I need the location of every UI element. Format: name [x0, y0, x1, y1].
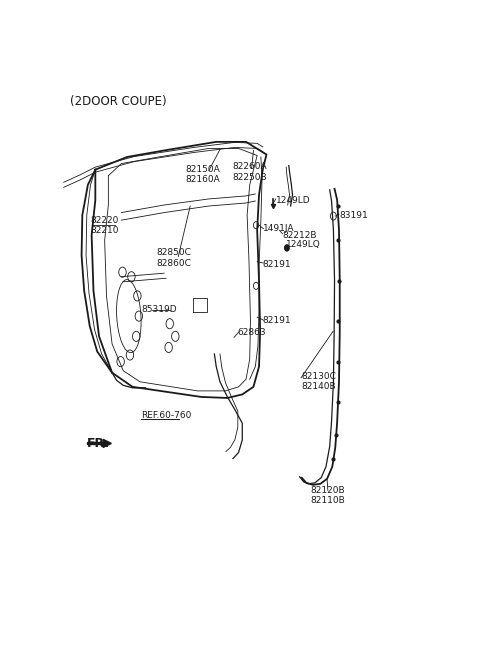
Text: 82120B
82110B: 82120B 82110B [311, 485, 345, 505]
Text: 82850C
82860C: 82850C 82860C [156, 249, 191, 268]
Text: 82150A
82160A: 82150A 82160A [186, 165, 221, 184]
Text: 85319D: 85319D [142, 305, 178, 314]
Text: 82260A
82250B: 82260A 82250B [232, 163, 267, 182]
Text: REF.60-760: REF.60-760 [141, 411, 192, 420]
Text: 83191: 83191 [339, 211, 368, 220]
Text: 82212B: 82212B [282, 231, 317, 240]
Text: (2DOOR COUPE): (2DOOR COUPE) [71, 95, 167, 108]
Text: 82191: 82191 [263, 260, 291, 269]
Text: 1249LD: 1249LD [276, 196, 311, 205]
Text: 1249LQ: 1249LQ [286, 240, 321, 249]
Circle shape [285, 245, 289, 251]
Text: 82220
82210: 82220 82210 [90, 216, 119, 235]
Text: FR.: FR. [87, 437, 110, 450]
Polygon shape [87, 442, 104, 444]
Text: 82191: 82191 [263, 316, 291, 325]
Text: 62863: 62863 [238, 328, 266, 337]
Polygon shape [103, 440, 111, 447]
Text: 82130C
82140B: 82130C 82140B [301, 372, 336, 392]
Text: 1491JA: 1491JA [263, 224, 294, 234]
